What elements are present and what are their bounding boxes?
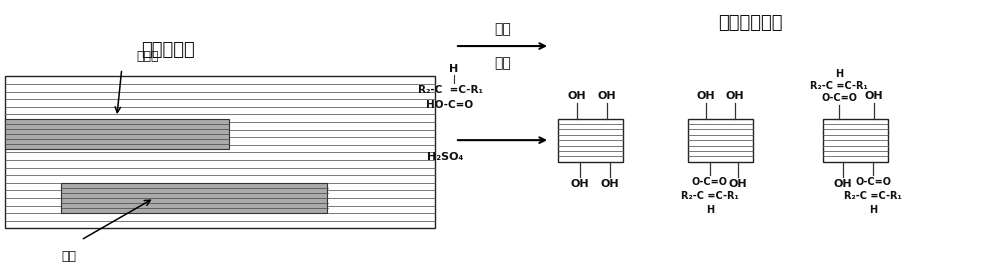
Bar bbox=[823, 118, 888, 162]
Text: H: H bbox=[835, 69, 843, 80]
Text: 纤维素纳米晶: 纤维素纳米晶 bbox=[718, 14, 782, 32]
Text: OH: OH bbox=[568, 91, 586, 101]
Bar bbox=[558, 118, 622, 162]
Text: O-C=O: O-C=O bbox=[692, 177, 728, 187]
Text: H: H bbox=[869, 205, 877, 215]
Text: 非晶区: 非晶区 bbox=[137, 50, 159, 63]
Text: OH: OH bbox=[697, 91, 715, 101]
Text: 晶区: 晶区 bbox=[61, 250, 76, 263]
Text: H: H bbox=[449, 64, 459, 73]
Text: OH: OH bbox=[601, 179, 619, 189]
Text: 酸解: 酸解 bbox=[494, 22, 511, 36]
Text: R₂-C  =C-R₁: R₂-C =C-R₁ bbox=[418, 85, 482, 95]
Text: OH: OH bbox=[865, 91, 883, 101]
Text: 酯化: 酯化 bbox=[494, 56, 511, 70]
Text: OH: OH bbox=[729, 179, 747, 189]
Text: H₂SO₄: H₂SO₄ bbox=[427, 152, 463, 162]
Text: OH: OH bbox=[598, 91, 616, 101]
Text: H: H bbox=[706, 205, 714, 215]
Text: R₂-C =C-R₁: R₂-C =C-R₁ bbox=[844, 191, 902, 201]
Text: OH: OH bbox=[571, 179, 589, 189]
Text: R₂-C =C-R₁: R₂-C =C-R₁ bbox=[681, 191, 739, 201]
Text: 微晶纤维素: 微晶纤维素 bbox=[142, 41, 195, 59]
Text: R₂-C =C-R₁: R₂-C =C-R₁ bbox=[810, 81, 868, 91]
Text: OH: OH bbox=[726, 91, 744, 101]
Text: O-C=O: O-C=O bbox=[821, 93, 857, 103]
Bar bbox=[5, 76, 435, 228]
Bar bbox=[5, 119, 229, 149]
Text: O-C=O: O-C=O bbox=[855, 177, 891, 187]
Bar bbox=[688, 118, 753, 162]
Bar bbox=[61, 183, 327, 213]
Text: OH: OH bbox=[834, 179, 852, 189]
Text: HO-C=O: HO-C=O bbox=[426, 100, 474, 110]
